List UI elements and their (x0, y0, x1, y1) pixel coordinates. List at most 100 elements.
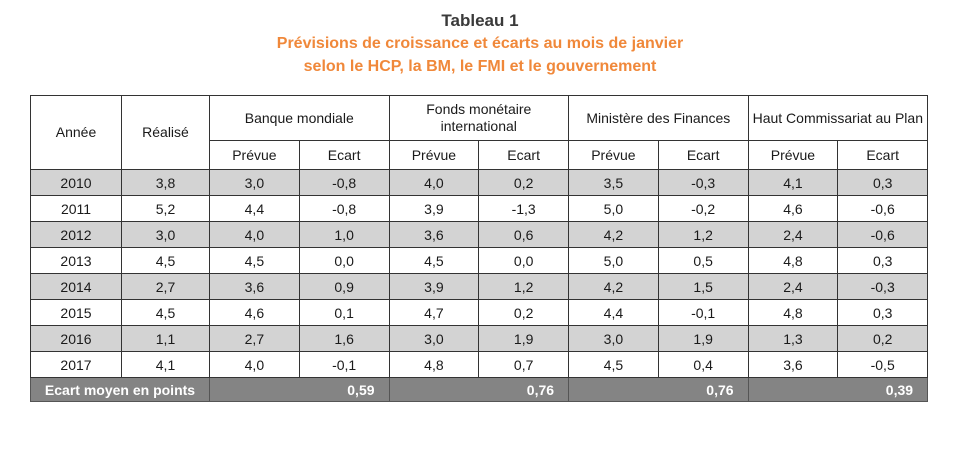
table-row: 2012 3,0 4,0 1,0 3,6 0,6 4,2 1,2 2,4 -0,6 (30, 221, 929, 248)
header-gap: Ecart (837, 140, 929, 170)
table-cell: 4,8 (388, 351, 480, 378)
table-cell: 4,0 (209, 221, 300, 248)
table-cell: 4,1 (747, 169, 839, 196)
table-cell: 0,5 (657, 247, 749, 274)
table-cell: -0,1 (298, 351, 390, 378)
table-cell: -1,3 (478, 195, 570, 222)
table-cell: 3,9 (388, 195, 480, 222)
table-cell: 5,0 (568, 195, 659, 222)
table-cell: 2017 (30, 351, 122, 378)
table-cell: 3,6 (388, 221, 480, 248)
footer-value-fmi: 0,76 (388, 377, 570, 402)
table-cell: 0,2 (478, 169, 570, 196)
table-cell: 2012 (30, 221, 122, 248)
table-cell: 2,4 (747, 273, 839, 300)
table-cell: 2,4 (747, 221, 839, 248)
table-row: 2016 1,1 2,7 1,6 3,0 1,9 3,0 1,9 1,3 0,2 (30, 325, 929, 352)
header-year: Année (30, 95, 122, 170)
table-cell: -0,2 (657, 195, 749, 222)
table-title: Tableau 1 (441, 11, 519, 30)
footer-label: Ecart moyen en points (30, 377, 210, 402)
table-row: 2011 5,2 4,4 -0,8 3,9 -1,3 5,0 -0,2 4,6 -0,6 (30, 195, 929, 222)
table-cell: 0,4 (657, 351, 749, 378)
table-cell: 0,6 (478, 221, 570, 248)
table-cell: 5,0 (568, 247, 659, 274)
table-row: 2017 4,1 4,0 -0,1 4,8 0,7 4,5 0,4 3,6 -0,5 (30, 351, 929, 378)
table-cell: 0,0 (298, 247, 390, 274)
table-cell: 0,1 (298, 299, 390, 326)
table-cell: 4,0 (209, 351, 300, 378)
table-cell: -0,3 (837, 273, 929, 300)
header-forecast: Prévue (747, 140, 839, 170)
table-cell: -0,8 (298, 195, 390, 222)
table-cell: 4,2 (568, 221, 659, 248)
table-cell: 0,3 (837, 169, 929, 196)
forecast-table: Année Réalisé Banque mondiale Fonds moné… (30, 95, 929, 402)
table-row: 2014 2,7 3,6 0,9 3,9 1,2 4,2 1,5 2,4 -0,3 (30, 273, 929, 300)
table-cell: 4,5 (121, 299, 210, 326)
table-cell: 3,8 (121, 169, 210, 196)
table-cell: 4,8 (747, 299, 839, 326)
table-cell: -0,8 (298, 169, 390, 196)
table-cell: 1,3 (747, 325, 839, 352)
table-cell: -0,6 (837, 221, 929, 248)
table-cell: -0,3 (657, 169, 749, 196)
table-cell: 2,7 (209, 325, 300, 352)
table-cell: 3,0 (209, 169, 300, 196)
footer-value-mf: 0,76 (568, 377, 749, 402)
table-cell: 3,6 (209, 273, 300, 300)
table-cell: 5,2 (121, 195, 210, 222)
table-footer-row: Ecart moyen en points 0,59 0,76 0,76 0,3… (30, 377, 929, 402)
table-cell: 4,0 (388, 169, 480, 196)
table-cell: 2011 (30, 195, 122, 222)
table-cell: 1,2 (478, 273, 570, 300)
table-cell: 0,7 (478, 351, 570, 378)
footer-value-bm: 0,59 (209, 377, 390, 402)
table-cell: 1,5 (657, 273, 749, 300)
table-row: 2015 4,5 4,6 0,1 4,7 0,2 4,4 -0,1 4,8 0,3 (30, 299, 929, 326)
table-cell: -0,5 (837, 351, 929, 378)
table-cell: 0,3 (837, 247, 929, 274)
table-cell: 4,1 (121, 351, 210, 378)
header-group-bm: Banque mondiale (209, 95, 390, 141)
table-cell: 1,0 (298, 221, 390, 248)
table-cell: 4,8 (747, 247, 839, 274)
table-cell: 0,2 (837, 325, 929, 352)
header-gap: Ecart (657, 140, 749, 170)
table-cell: 0,9 (298, 273, 390, 300)
table-heading: Tableau 1 Prévisions de croissance et éc… (0, 10, 960, 78)
footer-value-hcp: 0,39 (747, 377, 929, 402)
header-forecast: Prévue (209, 140, 300, 170)
table-cell: 2016 (30, 325, 122, 352)
table-cell: 2013 (30, 247, 122, 274)
header-group-fmi: Fonds monétaire international (388, 95, 570, 141)
header-realized: Réalisé (121, 95, 210, 170)
table-cell: 2015 (30, 299, 122, 326)
table-subtitle-line1: Prévisions de croissance et écarts au mo… (276, 35, 684, 52)
table-cell: 0,2 (478, 299, 570, 326)
table-cell: 1,6 (298, 325, 390, 352)
table-cell: 4,5 (209, 247, 300, 274)
table-cell: 0,3 (837, 299, 929, 326)
table-cell: 2010 (30, 169, 122, 196)
table-cell: 2,7 (121, 273, 210, 300)
table-cell: 1,9 (657, 325, 749, 352)
table-cell: 2014 (30, 273, 122, 300)
table-cell: 3,0 (121, 221, 210, 248)
table-subtitle-line2: selon le HCP, la BM, le FMI et le gouver… (303, 58, 657, 75)
table-cell: 4,5 (121, 247, 210, 274)
table-cell: 4,5 (568, 351, 659, 378)
header-gap: Ecart (478, 140, 570, 170)
header-group-hcp: Haut Commissariat au Plan (747, 95, 929, 141)
table-cell: 4,6 (747, 195, 839, 222)
table-cell: 4,2 (568, 273, 659, 300)
table-cell: 4,4 (209, 195, 300, 222)
table-row: 2010 3,8 3,0 -0,8 4,0 0,2 3,5 -0,3 4,1 0,3 (30, 169, 929, 196)
table-cell: 4,6 (209, 299, 300, 326)
table-cell: 3,0 (568, 325, 659, 352)
table-body: 2010 3,8 3,0 -0,8 4,0 0,2 3,5 -0,3 4,1 0,3 2011 5,2… (30, 169, 929, 378)
table-cell: 3,0 (388, 325, 480, 352)
table-cell: 3,5 (568, 169, 659, 196)
table-row: 2013 4,5 4,5 0,0 4,5 0,0 5,0 0,5 4,8 0,3 (30, 247, 929, 274)
table-cell: 0,0 (478, 247, 570, 274)
